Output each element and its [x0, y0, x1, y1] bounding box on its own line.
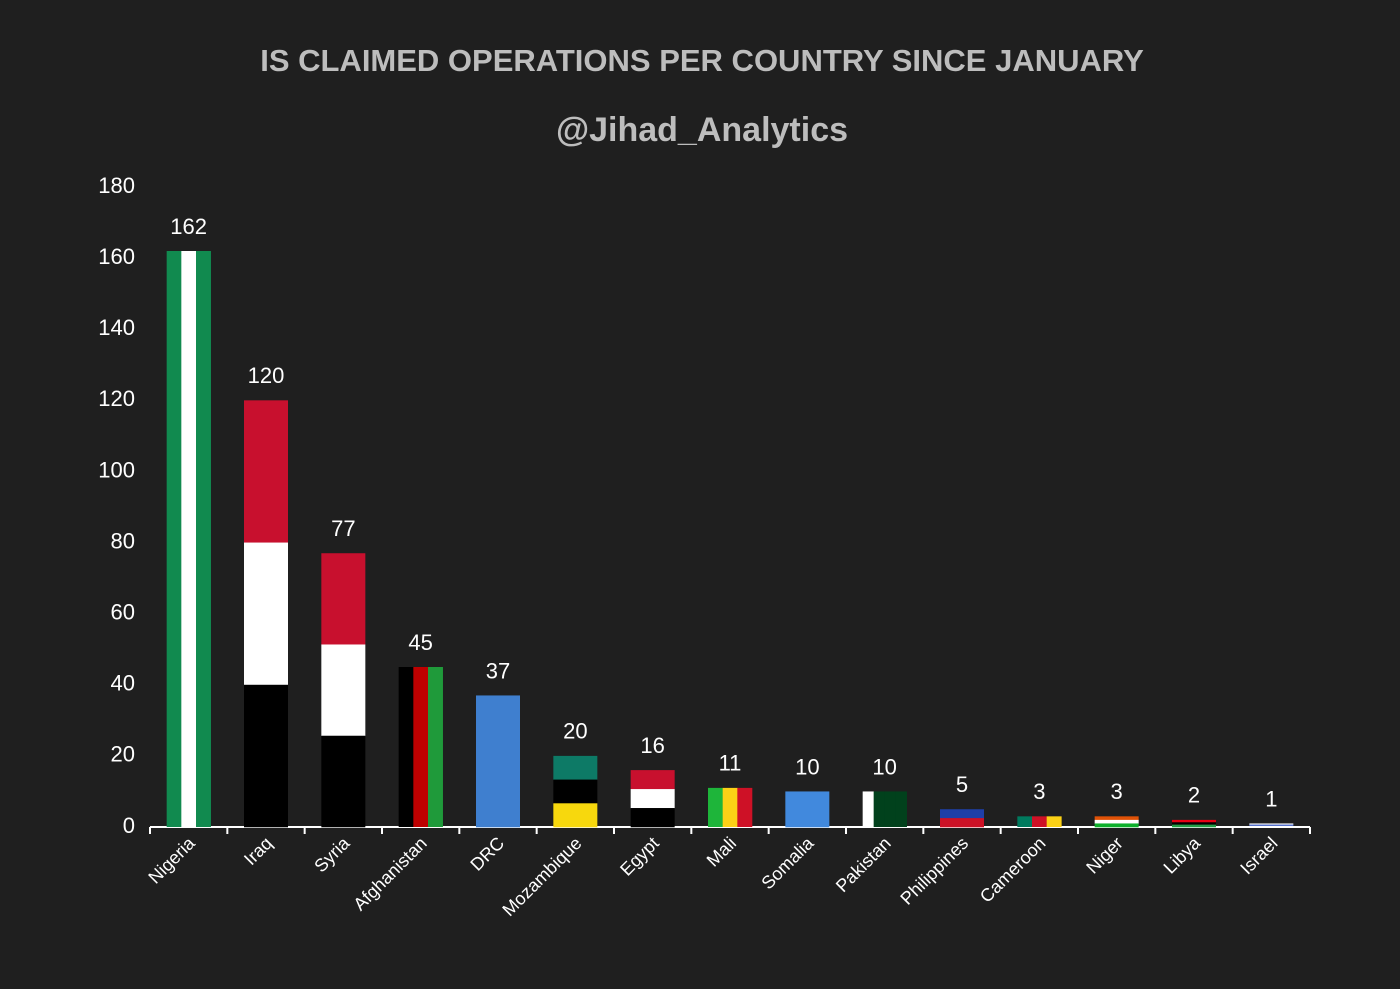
x-tick-label: Mali: [703, 833, 740, 870]
flag-stripe: [166, 251, 182, 827]
flag-stripe: [321, 644, 366, 737]
flag-stripe: [722, 787, 738, 827]
flag-stripe: [181, 251, 197, 827]
flag-stripe: [940, 818, 984, 828]
value-label: 37: [486, 658, 510, 683]
flag-stripe: [476, 695, 520, 828]
value-label: 120: [248, 363, 285, 388]
x-tick-label: Philippines: [896, 833, 972, 909]
value-label: 3: [1111, 779, 1123, 804]
x-tick-label: Nigeria: [144, 832, 199, 887]
flag-stripe: [553, 779, 598, 804]
flag-stripe: [1046, 816, 1062, 827]
flag-stripe: [630, 789, 675, 809]
value-label: 16: [640, 733, 664, 758]
x-tick-label: Syria: [310, 832, 354, 876]
flag-stripe: [940, 809, 984, 819]
y-tick-label: 60: [111, 599, 135, 624]
y-tick-label: 0: [123, 813, 135, 838]
flag-stripe: [196, 251, 211, 827]
flag-bar: [166, 251, 211, 827]
flag-stripe: [553, 755, 598, 780]
flag-stripe: [1094, 823, 1139, 828]
chart-title: IS CLAIMED OPERATIONS PER COUNTRY SINCE …: [260, 43, 1144, 78]
flag-bar: [862, 791, 907, 827]
flag-bar: [553, 755, 598, 828]
value-label: 10: [795, 754, 819, 779]
y-tick-label: 160: [98, 244, 135, 269]
flag-stripe: [708, 787, 723, 827]
flag-stripe: [785, 791, 830, 828]
flag-bar: [630, 770, 675, 828]
flag-bar: [1249, 823, 1294, 828]
x-tick-label: Iraq: [240, 833, 276, 869]
value-label: 10: [872, 754, 896, 779]
x-tick-label: Afghanistan: [349, 833, 430, 914]
value-label: 162: [170, 214, 207, 239]
flag-stripe: [1249, 825, 1294, 828]
value-label: 45: [408, 630, 432, 655]
flag-stripe: [1172, 824, 1216, 828]
y-tick-label: 140: [98, 315, 135, 340]
flag-bar: [1094, 816, 1139, 828]
flag-bar: [398, 667, 443, 827]
x-tick-label: Libya: [1160, 832, 1205, 877]
x-tick-label: Mozambique: [499, 833, 586, 920]
flag-stripe: [1032, 816, 1047, 827]
flag-stripe: [884, 791, 896, 827]
flag-stripe: [321, 735, 366, 828]
x-tick-label: Niger: [1082, 833, 1127, 878]
flag-bar: [476, 695, 520, 828]
flag-bar: [785, 791, 830, 828]
flag-stripe: [1172, 822, 1216, 825]
flag-stripe: [1249, 823, 1294, 825]
value-label: 5: [956, 772, 968, 797]
flag-stripe: [895, 791, 907, 827]
flag-stripe: [553, 803, 598, 828]
flag-stripe: [244, 542, 288, 686]
flag-stripe: [873, 791, 885, 827]
flag-stripe: [630, 770, 675, 790]
flag-stripe: [1094, 819, 1139, 824]
value-label: 77: [331, 516, 355, 541]
flag-bar: [940, 809, 984, 828]
y-tick-label: 20: [111, 742, 135, 767]
flag-stripe: [1094, 816, 1139, 821]
y-tick-label: 100: [98, 457, 135, 482]
value-label: 20: [563, 719, 587, 744]
x-tick-label: Cameroon: [976, 833, 1050, 907]
chart-subtitle: @Jihad_Analytics: [556, 111, 848, 149]
value-label: 11: [719, 751, 742, 776]
flag-stripe: [398, 667, 414, 827]
flag-stripe: [1172, 819, 1216, 823]
flag-stripe: [630, 808, 675, 828]
flag-stripe: [737, 787, 753, 827]
x-tick-label: Pakistan: [832, 833, 895, 896]
flag-stripe: [413, 667, 429, 827]
flag-stripe: [428, 667, 443, 827]
y-tick-label: 180: [98, 173, 135, 198]
flag-bar: [244, 400, 288, 828]
y-tick-label: 120: [98, 386, 135, 411]
x-tick-label: DRC: [466, 833, 508, 875]
value-label: 2: [1188, 783, 1200, 808]
flag-bar: [321, 553, 366, 828]
flag-stripe: [244, 400, 288, 543]
x-tick-label: Israel: [1236, 833, 1281, 878]
value-label: 3: [1033, 779, 1045, 804]
flag-bar: [1172, 819, 1216, 828]
flag-stripe: [1249, 824, 1294, 827]
flag-stripe: [1017, 816, 1033, 827]
x-tick-label: Somalia: [757, 832, 818, 893]
flag-stripe: [862, 791, 874, 827]
flag-bar: [1017, 816, 1062, 827]
flag-stripe: [321, 553, 366, 645]
flag-stripe: [244, 684, 288, 828]
y-tick-label: 40: [111, 671, 135, 696]
flag-bar: [708, 787, 753, 827]
value-label: 1: [1265, 786, 1277, 811]
y-tick-label: 80: [111, 528, 135, 553]
x-tick-label: Egypt: [616, 833, 663, 880]
